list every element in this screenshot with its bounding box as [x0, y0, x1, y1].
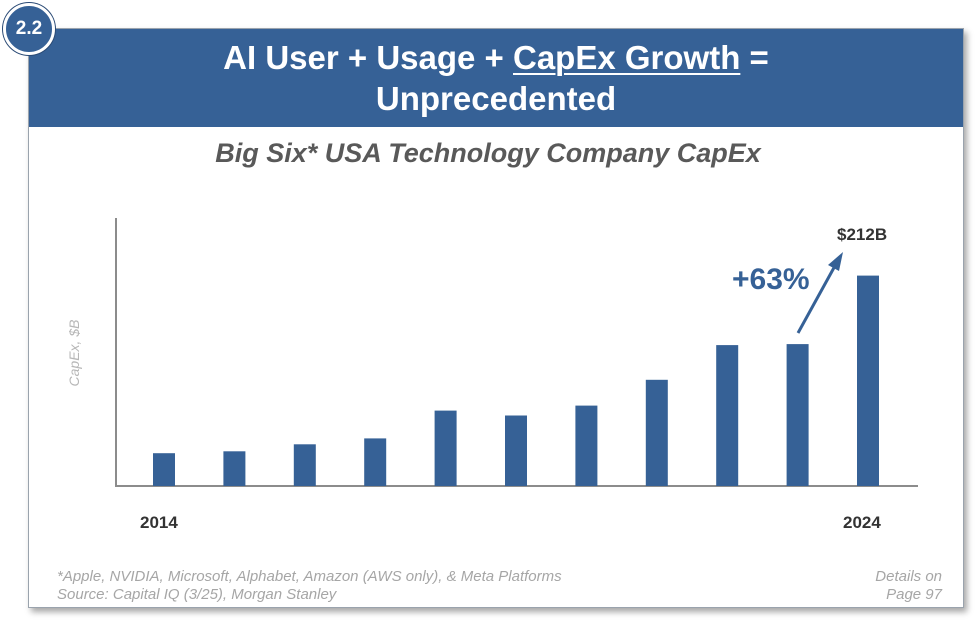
bar-2023	[786, 344, 809, 486]
growth-arrow-icon	[796, 252, 843, 334]
bar-2014	[153, 453, 175, 486]
slide-header: AI User + Usage + CapEx Growth = Unprece…	[29, 29, 963, 127]
header-underlined-text: CapEx Growth	[513, 39, 741, 76]
footnote-line-1: *Apple, NVIDIA, Microsoft, Alphabet, Ama…	[57, 568, 562, 585]
bar-2021	[645, 379, 668, 486]
footnote: *Apple, NVIDIA, Microsoft, Alphabet, Ama…	[57, 568, 562, 604]
slide-card: AI User + Usage + CapEx Growth = Unprece…	[28, 28, 964, 608]
bar-2015	[223, 451, 246, 486]
section-badge: 2.2	[3, 3, 55, 55]
header-line-1: AI User + Usage + CapEx Growth =	[29, 37, 963, 78]
bar-2016	[293, 444, 316, 486]
x-tick-label-last: 2024	[843, 513, 881, 532]
header-line-2: Unprecedented	[375, 80, 617, 117]
data-label-2024: $212B	[837, 225, 888, 244]
chart-title: Big Six* USA Technology Company CapEx	[215, 138, 761, 168]
bar-2024	[857, 275, 879, 486]
header-text-part1: AI User + Usage +	[223, 39, 513, 76]
bar-2019	[505, 415, 527, 486]
details-reference: Details on Page 97	[875, 568, 942, 604]
growth-annotation: +63%	[732, 263, 810, 296]
details-line-1: Details on	[875, 568, 942, 585]
bar-2022	[716, 345, 739, 486]
bar-2020	[575, 405, 598, 486]
bar-2018	[434, 410, 457, 486]
footnote-source: Source: Capital IQ (3/25), Morgan Stanle…	[57, 586, 337, 603]
x-tick-label-first: 2014	[140, 513, 178, 532]
details-line-2: Page 97	[886, 586, 942, 603]
header-text-part2: =	[740, 39, 769, 76]
y-axis-label: CapEx, $B	[66, 319, 82, 387]
bar-2017	[364, 438, 387, 486]
bars-group	[153, 275, 879, 486]
